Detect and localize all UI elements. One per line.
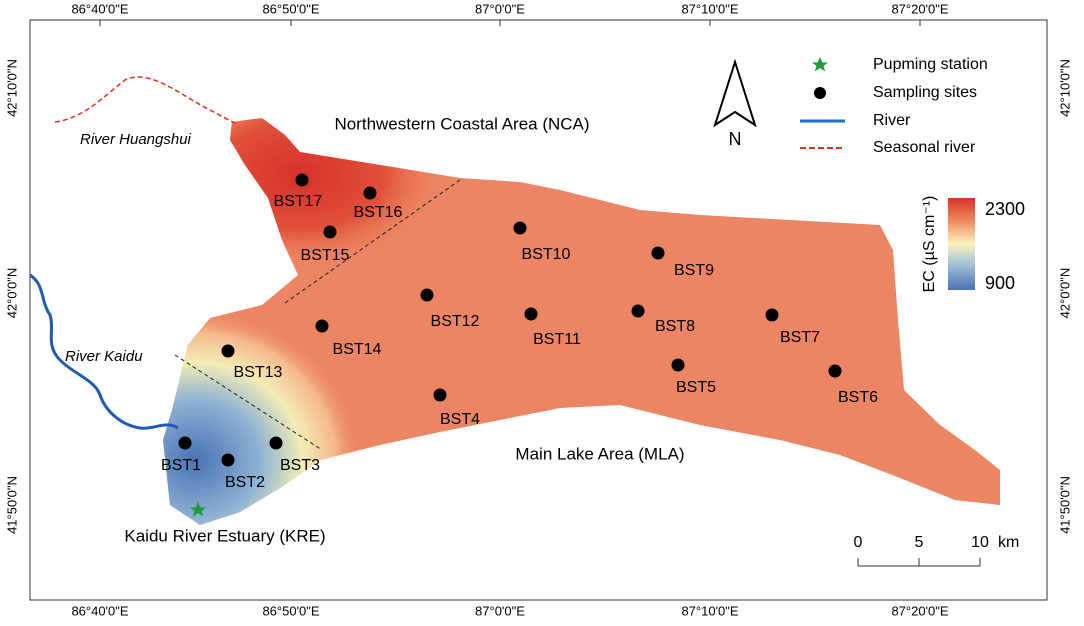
- river-huangshui: [54, 76, 239, 125]
- labels: 86°40'0"E 86°40'0"E 86°50'0"E 86°50'0"E 87°0…: [4, 1, 1072, 618]
- region-divider: [284, 179, 461, 304]
- latitude-label: 42°10'0"N: [4, 59, 19, 117]
- site-label: BST15: [301, 247, 350, 264]
- site-label: BST12: [431, 313, 480, 330]
- sampling-site: [433, 388, 447, 402]
- site-label: BST8: [655, 318, 695, 335]
- longitude-label: 87°20'0"E: [891, 1, 948, 16]
- region-label: Main Lake Area (MLA): [515, 444, 684, 463]
- colorbar-title: EC (µS cm⁻¹): [921, 196, 938, 293]
- site-label: BST17: [274, 193, 323, 210]
- latitude-label: 41°50'0"N: [1057, 476, 1072, 534]
- low-ec-zone: [163, 310, 360, 525]
- longitude-label: 86°40'0"E: [71, 1, 128, 16]
- site-label: BST6: [838, 389, 878, 406]
- site-label: BST2: [225, 474, 265, 491]
- legend-label: Sampling sites: [873, 84, 977, 101]
- sampling-site: [315, 319, 329, 333]
- scale-label: 0: [854, 534, 863, 551]
- sampling-site: [524, 307, 538, 321]
- map-frame: [29, 19, 1048, 601]
- scale-label: 10: [971, 534, 989, 551]
- latitude-label: 41°50'0"N: [4, 476, 19, 534]
- colorbar: [948, 198, 975, 290]
- colorbar-max: 2300: [985, 199, 1025, 219]
- river-label: River Kaidu: [65, 348, 143, 365]
- site-label: BST16: [354, 204, 403, 221]
- north-arrow: [713, 58, 757, 128]
- river-kaidu: [29, 273, 179, 430]
- site-label: BST11: [533, 331, 581, 348]
- site-label: BST14: [333, 341, 382, 358]
- sampling-site: [323, 225, 337, 239]
- sampling-site: [221, 344, 235, 358]
- sampling-site: [828, 364, 842, 378]
- longitude-label: 87°0'0"E: [475, 603, 525, 618]
- sampling-site: [363, 186, 377, 200]
- sampling-site: [671, 358, 685, 372]
- sampling-site: [221, 453, 235, 467]
- latitude-label: 42°0'0"N: [4, 268, 19, 319]
- site-label: BST9: [674, 262, 714, 279]
- legend-star: [812, 57, 828, 72]
- sampling-site: [513, 221, 527, 235]
- site-label: BST3: [280, 457, 320, 474]
- longitude-label: 86°50'0"E: [262, 1, 319, 16]
- latitude-label: 42°10'0"N: [1057, 59, 1072, 117]
- site-label: BST1: [161, 457, 201, 474]
- sampling-site: [651, 246, 665, 260]
- region-label: Kaidu River Estuary (KRE): [124, 526, 325, 545]
- sampling-site: [295, 173, 309, 187]
- longitude-label: 87°10'0"E: [681, 603, 738, 618]
- site-label: BST7: [780, 329, 820, 346]
- longitude-label: 86°50'0"E: [262, 603, 319, 618]
- sampling-site: [269, 436, 283, 450]
- region-label: Northwestern Coastal Area (NCA): [334, 114, 589, 133]
- river-label: River Huangshui: [80, 131, 192, 148]
- longitude-label: 87°10'0"E: [681, 1, 738, 16]
- site-label: BST10: [522, 246, 571, 263]
- site-label: BST5: [676, 379, 716, 396]
- latitude-label: 42°0'0"N: [1057, 268, 1072, 319]
- site-label: BST4: [440, 411, 480, 428]
- site-label: BST13: [234, 364, 283, 381]
- scale-label: 5: [915, 534, 924, 551]
- scale-unit: km: [998, 534, 1019, 551]
- pumping-station: [190, 502, 206, 517]
- sampling-site: [178, 436, 192, 450]
- longitude-label: 86°40'0"E: [71, 603, 128, 618]
- region-divider: [174, 354, 323, 451]
- legend-label: Seasonal river: [873, 139, 976, 156]
- legend-label: River: [873, 112, 911, 129]
- legend-label: Pupming station: [873, 56, 988, 73]
- legend-dot: [814, 87, 826, 99]
- longitude-label: 87°0'0"E: [475, 1, 525, 16]
- sampling-site: [765, 308, 779, 322]
- sampling-site: [420, 288, 434, 302]
- longitude-label: 87°20'0"E: [891, 603, 948, 618]
- sampling-site: [631, 304, 645, 318]
- colorbar-min: 900: [985, 273, 1015, 293]
- north-label: N: [729, 129, 742, 149]
